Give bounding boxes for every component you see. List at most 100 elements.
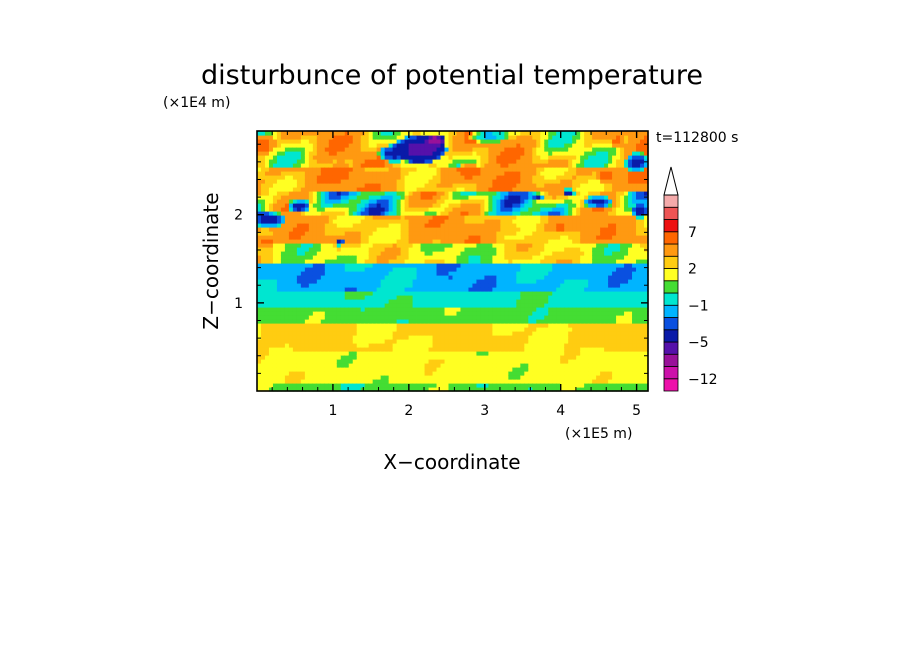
contour-cell — [264, 355, 270, 360]
contour-cell — [508, 231, 513, 236]
contour-cell — [484, 319, 490, 324]
contour-cell — [512, 167, 517, 172]
contour-cell — [440, 351, 446, 356]
contour-cell — [508, 175, 513, 180]
contour-cell — [376, 327, 382, 332]
contour-cell — [504, 255, 509, 260]
contour-cell — [360, 195, 366, 200]
contour-cell — [380, 347, 386, 352]
contour-cell — [340, 295, 346, 300]
contour-cell — [432, 279, 438, 284]
contour-cell — [524, 179, 529, 184]
contour-cell — [356, 179, 362, 184]
contour-cell — [300, 223, 306, 228]
contour-cell — [320, 203, 326, 208]
contour-cell — [412, 191, 418, 196]
contour-cell — [428, 211, 434, 216]
contour-cell — [464, 363, 470, 368]
contour-cell — [544, 147, 549, 152]
contour-cell — [548, 227, 553, 232]
contour-cell — [296, 151, 302, 156]
contour-cell — [536, 203, 541, 208]
contour-cell — [392, 363, 398, 368]
contour-cell — [544, 323, 549, 328]
contour-cell — [280, 255, 286, 260]
contour-cell — [296, 211, 302, 216]
contour-cell — [428, 231, 434, 236]
contour-cell — [388, 267, 394, 272]
contour-cell — [424, 247, 430, 252]
contour-cell — [324, 367, 330, 372]
contour-cell — [556, 135, 561, 140]
contour-cell — [260, 375, 266, 380]
contour-cell — [540, 363, 545, 368]
contour-cell — [320, 147, 326, 152]
contour-cell — [476, 215, 482, 220]
contour-cell — [468, 247, 474, 252]
contour-cell — [552, 331, 557, 336]
contour-cell — [276, 319, 282, 324]
contour-cell — [328, 307, 334, 312]
contour-cell — [400, 359, 406, 364]
contour-cell — [552, 167, 557, 172]
contour-cell — [404, 243, 410, 248]
contour-cell — [340, 159, 346, 164]
contour-cell — [484, 359, 490, 364]
contour-cell — [356, 235, 362, 240]
contour-cell — [388, 147, 394, 152]
contour-cell — [276, 151, 282, 156]
contour-cell — [536, 311, 541, 316]
contour-cell — [460, 311, 466, 316]
contour-cell — [496, 287, 501, 292]
contour-cell — [400, 211, 406, 216]
contour-cell — [532, 155, 537, 160]
contour-cell — [528, 135, 533, 140]
contour-cell — [260, 271, 266, 276]
contour-cell — [348, 287, 354, 292]
contour-cell — [268, 211, 274, 216]
contour-cell — [500, 311, 505, 316]
contour-cell — [412, 203, 418, 208]
contour-cell — [316, 231, 322, 236]
contour-cell — [368, 215, 374, 220]
contour-cell — [556, 351, 561, 356]
contour-cell — [512, 255, 517, 260]
contour-cell — [380, 239, 386, 244]
contour-cell — [364, 371, 370, 376]
contour-cell — [420, 191, 426, 196]
contour-cell — [548, 327, 553, 332]
contour-cell — [524, 211, 529, 216]
contour-cell — [496, 291, 501, 296]
contour-cell — [480, 259, 486, 264]
contour-cell — [488, 255, 493, 260]
contour-cell — [300, 363, 306, 368]
contour-cell — [512, 191, 517, 196]
contour-cell — [408, 295, 414, 300]
contour-cell — [320, 255, 326, 260]
contour-cell — [304, 159, 310, 164]
contour-cell — [408, 235, 414, 240]
contour-cell — [404, 263, 410, 268]
contour-cell — [376, 339, 382, 344]
contour-cell — [448, 203, 454, 208]
contour-cell — [440, 235, 446, 240]
contour-cell — [440, 307, 446, 312]
contour-cell — [520, 283, 525, 288]
contour-cell — [448, 367, 454, 372]
contour-cell — [456, 195, 462, 200]
contour-cell — [308, 367, 314, 372]
contour-cell — [408, 139, 414, 144]
contour-cell — [300, 291, 306, 296]
contour-cell — [296, 335, 302, 340]
contour-cell — [432, 351, 438, 356]
contour-cell — [448, 219, 454, 224]
contour-cell — [496, 371, 501, 376]
contour-cell — [448, 191, 454, 196]
contour-cell — [548, 347, 553, 352]
contour-cell — [292, 283, 298, 288]
contour-cell — [560, 207, 565, 212]
contour-cell — [300, 271, 306, 276]
contour-cell — [456, 323, 462, 328]
contour-cell — [392, 255, 398, 260]
contour-cell — [552, 147, 557, 152]
